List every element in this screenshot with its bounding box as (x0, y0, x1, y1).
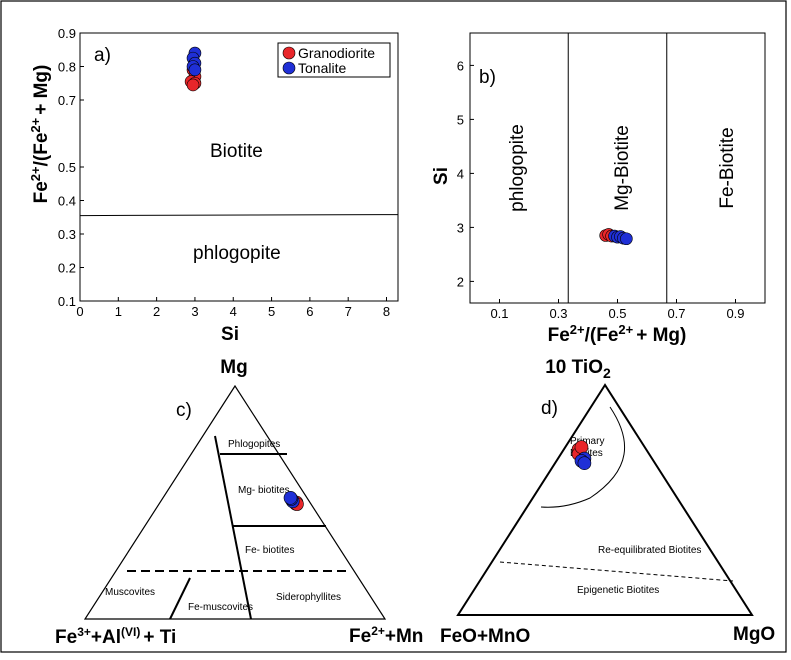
panel-c-field-mg-biotites: Mg- biotites (238, 485, 290, 496)
panel-c-apex-right: Fe2++Mn (349, 624, 423, 647)
panel-a-y-ticks: 0.1 0.2 0.3 0.4 0.5 0.7 0.8 0.9 (58, 26, 84, 309)
panel-a-x-tick-label: 3 (191, 304, 198, 319)
panel-d-label: d) (541, 398, 558, 419)
panel-d-field-primary-line1: Primary (570, 436, 604, 447)
panel-c-boundary-main (214, 435, 252, 620)
panel-b-point-tonalite (620, 232, 633, 246)
panel-c-apex-top: Mg (220, 357, 247, 378)
panel-d-field-epigenetic: Epigenetic Biotites (577, 585, 659, 596)
panel-a-x-tick-label: 0 (76, 304, 83, 319)
panel-b-x-tick-label: 0.7 (667, 306, 685, 321)
panel-c: Mg c) Phlogopites Mg- biotites Fe- bioti… (55, 357, 423, 648)
panel-d-point-granodiorite (574, 440, 589, 454)
panel-d-triangle (456, 383, 754, 616)
panel-a-point-tonalite (188, 63, 202, 77)
panel-a-y-tick-label: 0.3 (58, 227, 76, 242)
panel-a-x-tick-label: 2 (153, 304, 160, 319)
panel-b-y-tick-label: 4 (457, 166, 464, 181)
panel-b-y-ticks: 2 3 4 5 6 (457, 58, 474, 289)
panel-a-y-tick-label: 0.2 (58, 261, 76, 276)
panel-c-point-tonalite (283, 491, 298, 505)
panel-c-triangle (83, 384, 387, 620)
panel-a-x-tick-label: 5 (268, 304, 275, 319)
panel-d: 10 TiO2 d) Primary Biotites Re-equilibra… (440, 357, 775, 647)
legend-tonalite-label: Tonalite (298, 60, 346, 76)
legend-granodiorite-marker (282, 46, 296, 60)
panel-c-field-fe-muscovites: Fe-muscovites (188, 602, 253, 613)
panel-a-point-granodiorite (186, 78, 200, 92)
panel-a-y-tick-label: 0.8 (58, 60, 76, 75)
panel-a-x-tick-label: 1 (115, 304, 122, 319)
panel-b-region-fe-biotite: Fe-Biotite (717, 127, 738, 208)
panel-a-x-tick-label: 4 (230, 304, 237, 319)
panel-c-field-phlogopites: Phlogopites (228, 439, 280, 450)
panel-b-x-tick-label: 0.9 (726, 306, 744, 321)
panel-d-apex-top: 10 TiO2 (545, 357, 611, 381)
panel-a-points (184, 46, 202, 92)
panel-a-y-tick-label: 0.4 (58, 194, 76, 209)
panel-b-region-phlogopite: phlogopite (507, 124, 528, 212)
panel-d-points (571, 440, 592, 471)
legend-granodiorite-label: Granodiorite (298, 45, 375, 61)
panel-d-apex-right: MgO (733, 624, 775, 645)
panel-a-label: a) (94, 45, 111, 66)
panel-b-label: b) (479, 67, 496, 88)
panel-c-points (283, 491, 304, 511)
panel-a-y-axis-label: Fe2+/(Fe2++ Mg) (28, 65, 52, 204)
panel-a-x-tick-label: 6 (306, 304, 313, 319)
panel-d-field-reequilibrated: Re-equilibrated Biotites (598, 545, 701, 556)
panel-c-field-muscovites: Muscovites (105, 587, 155, 598)
panel-b-x-axis-label: Fe2+/(Fe2+ + Mg) (548, 322, 687, 346)
panel-a-x-tick-label: 8 (383, 304, 390, 319)
panel-a-x-tick-label: 7 (345, 304, 352, 319)
panel-a-x-axis-label: Si (221, 324, 239, 345)
panel-a-y-tick-label: 0.1 (58, 294, 76, 309)
panel-b-y-tick-label: 5 (457, 112, 464, 127)
panel-b-points (599, 228, 633, 246)
panel-b-field-boundaries (567, 33, 668, 303)
panel-b-y-tick-label: 6 (457, 58, 464, 73)
panel-a-biotite-phlogopite-boundary (79, 214, 399, 217)
panel-c-label: c) (176, 400, 192, 421)
panel-a-y-tick-label: 0.9 (58, 26, 76, 41)
panel-a-x-ticks: 0 1 2 3 4 5 6 7 8 (76, 297, 390, 319)
panel-a-region-phlogopite: phlogopite (193, 243, 281, 264)
panel-a-y-tick-label: 0.7 (58, 93, 76, 108)
panel-b-y-axis-label: Si (431, 167, 452, 185)
panel-d-primary-boundary-curve (540, 406, 625, 508)
panel-a-region-biotite: Biotite (210, 141, 263, 162)
panel-b-x-tick-label: 0.5 (608, 306, 626, 321)
panel-b-y-tick-label: 2 (457, 274, 464, 289)
panel-d-apex-left: FeO+MnO (440, 626, 530, 647)
panel-b-region-mg-biotite: Mg-Biotite (612, 125, 633, 211)
panel-a-legend: Granodiorite Tonalite (277, 42, 391, 78)
panel-a-y-tick-label: 0.5 (58, 160, 76, 175)
panel-a-legend-box (277, 42, 391, 78)
panel-c-field-siderophyllites: Siderophyllites (276, 592, 341, 603)
panel-d-epigenetic-boundary (499, 561, 734, 582)
panel-b-x-ticks: 0.1 0.3 0.5 0.7 0.9 (490, 299, 745, 321)
panel-c-apex-left: Fe3++Al(VI) + Ti (55, 625, 176, 648)
panel-b-y-tick-label: 3 (457, 220, 464, 235)
panel-b: b) 0.1 0.3 0.5 0.7 0.9 2 3 4 5 6 phlogopite Mg-B… (431, 32, 766, 346)
panel-b-x-tick-label: 0.3 (549, 306, 567, 321)
panel-d-point-tonalite (577, 456, 592, 471)
panel-b-x-tick-label: 0.1 (490, 306, 508, 321)
legend-tonalite-marker (282, 61, 296, 75)
panel-a: a) 0 1 2 3 4 5 6 7 8 0.1 0.2 0.3 0.4 0.5 0.7 0.8 0.9 Bi… (28, 26, 399, 345)
panel-c-field-fe-biotites: Fe- biotites (245, 545, 294, 556)
panel-c-boundary-muscovite (169, 577, 191, 620)
